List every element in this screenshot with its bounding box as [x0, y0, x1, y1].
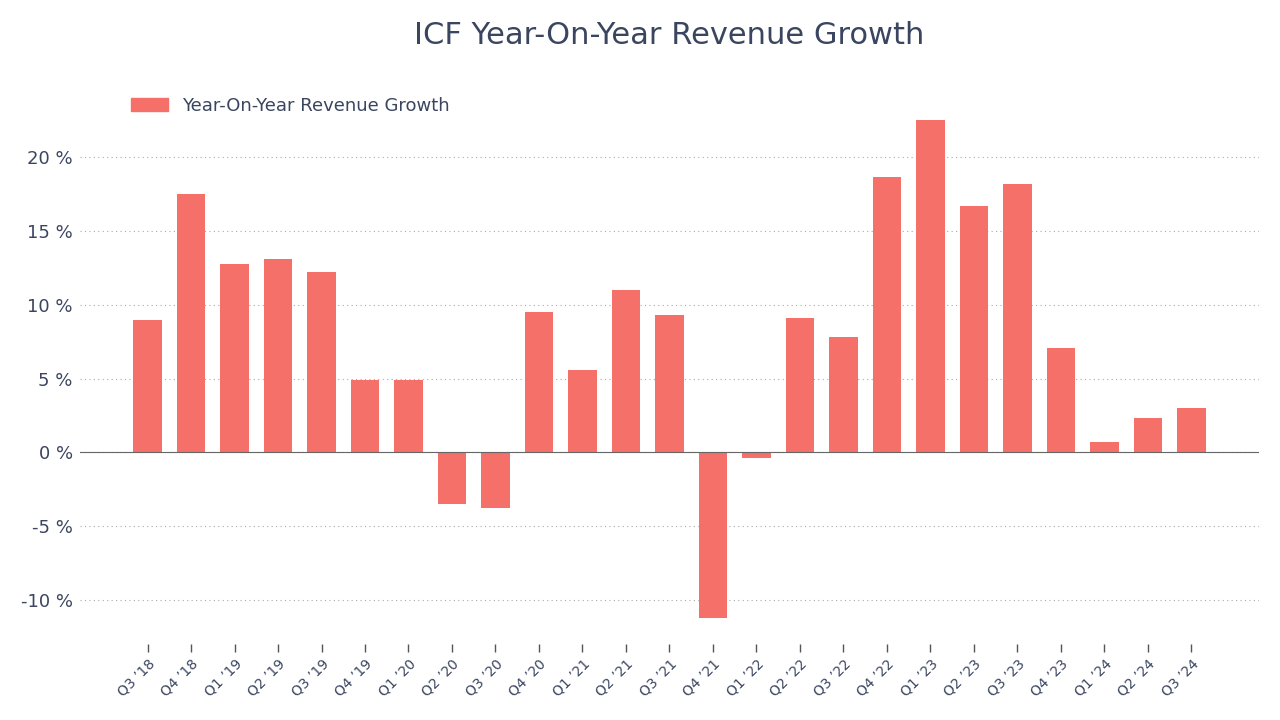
Title: ICF Year-On-Year Revenue Growth: ICF Year-On-Year Revenue Growth — [415, 21, 924, 50]
Bar — [568, 370, 596, 452]
Bar — [133, 320, 161, 452]
Bar — [264, 259, 292, 452]
Bar — [655, 315, 684, 452]
Bar — [307, 272, 335, 452]
Bar — [742, 452, 771, 458]
Bar — [1091, 442, 1119, 452]
Bar — [394, 380, 422, 452]
Bar — [525, 312, 553, 452]
Bar — [612, 290, 640, 452]
Bar — [1047, 348, 1075, 452]
Bar — [177, 194, 205, 452]
Bar — [699, 452, 727, 618]
Bar — [438, 452, 466, 504]
Bar — [873, 176, 901, 452]
Bar — [481, 452, 509, 508]
Bar — [220, 264, 248, 452]
Bar — [1178, 408, 1206, 452]
Bar — [916, 120, 945, 452]
Bar — [829, 337, 858, 452]
Bar — [1004, 184, 1032, 452]
Bar — [786, 318, 814, 452]
Bar — [960, 206, 988, 452]
Bar — [1134, 418, 1162, 452]
Bar — [351, 380, 379, 452]
Legend: Year-On-Year Revenue Growth: Year-On-Year Revenue Growth — [124, 89, 457, 122]
